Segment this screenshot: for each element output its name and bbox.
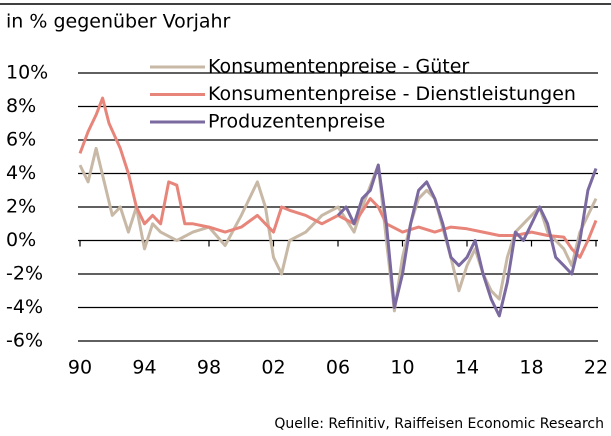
y-tick-label: 2%	[6, 196, 36, 218]
x-tick-label: 06	[326, 357, 350, 379]
source: Quelle: Refinitiv, Raiffeisen Economic R…	[274, 416, 604, 432]
series-line	[336, 163, 598, 318]
x-tick-label: 98	[197, 357, 221, 379]
x-tick-label: 14	[455, 357, 479, 379]
x-tick-label: 22	[584, 357, 608, 379]
y-tick-label: -2%	[6, 263, 43, 285]
x-tick-label: 02	[261, 357, 285, 379]
x-tick-label: 90	[68, 357, 92, 379]
legend-label: Produzentenpreise	[208, 111, 385, 133]
x-tick-label: 10	[390, 357, 414, 379]
series-line	[78, 96, 598, 259]
y-tick-label: -6%	[6, 330, 43, 352]
y-tick-label: 6%	[6, 129, 36, 151]
x-tick-label: 94	[132, 357, 156, 379]
series-line	[78, 146, 598, 313]
legend-label: Konsumentenpreise - Dienstleistungen	[208, 83, 576, 105]
chart-title: in % gegenüber Vorjahr	[6, 11, 231, 33]
y-tick-label: 4%	[6, 162, 36, 184]
legend-label: Konsumentenpreise - Güter	[208, 56, 469, 78]
y-tick-label: 8%	[6, 95, 36, 117]
x-tick-label: 18	[519, 357, 543, 379]
y-tick-label: 0%	[6, 229, 36, 251]
y-tick-label: 10%	[6, 62, 48, 84]
y-tick-label: -4%	[6, 296, 43, 318]
